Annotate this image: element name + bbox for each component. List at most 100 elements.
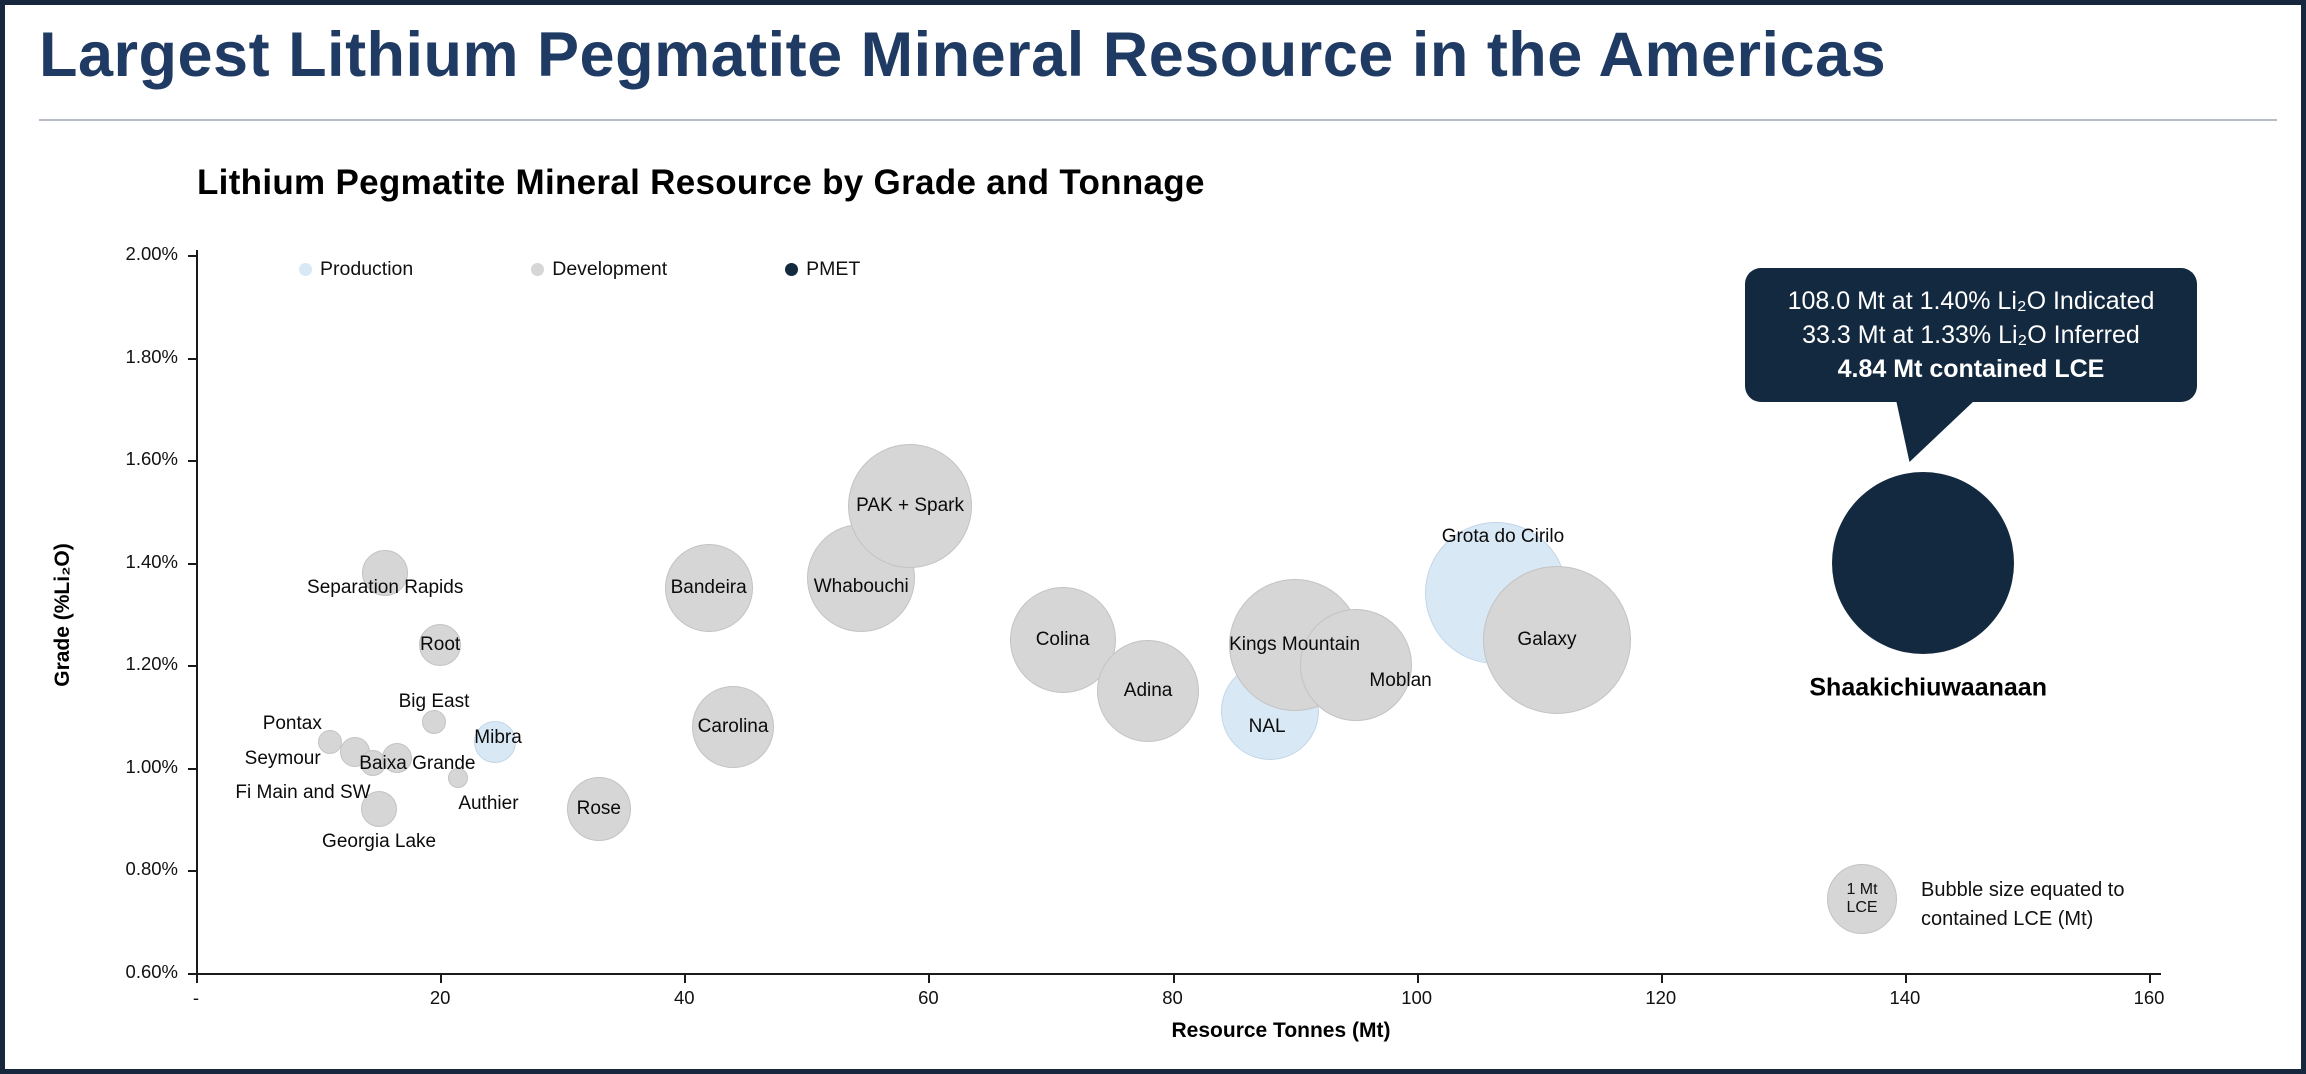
bubble-label-carolina: Carolina [697,715,769,737]
bubble-label-kings-mountain: Kings Mountain [1229,633,1361,655]
x-axis-line [196,973,2161,975]
y-tick [188,665,196,668]
legend-item-production: Production [299,258,413,281]
legend-label: PMET [806,258,861,280]
bubble-label-galaxy: Galaxy [1517,628,1577,650]
callout: 108.0 Mt at 1.40% Li₂O Indicated 33.3 Mt… [1745,268,2197,402]
y-axis-title: Grade (%Li₂O) [51,543,74,687]
size-legend-caption-line-1: Bubble size equated to [1921,879,2125,901]
size-legend-caption-line-2: contained LCE (Mt) [1921,908,2094,930]
callout-line-1: 108.0 Mt at 1.40% Li₂O Indicated [1787,287,2155,315]
x-tick-label: 120 [1645,987,1677,1008]
bubble-label-authier: Authier [458,793,519,815]
x-tick [1660,975,1663,983]
page-title: Largest Lithium Pegmatite Mineral Resour… [39,20,1887,90]
bubble-label-moblan: Moblan [1369,670,1432,692]
pmet-legend-dot-icon [785,263,799,276]
size-legend-bubble-line-1: 1 Mt [1846,881,1878,898]
x-tick-label: 40 [673,987,695,1008]
y-tick [188,973,196,975]
production-legend-dot-icon [299,263,312,276]
bubble-colina [1009,586,1116,693]
x-axis-title: Resource Tonnes (Mt) [1171,1019,1391,1042]
callout-line-3: 4.84 Mt contained LCE [1837,355,2105,383]
y-tick-label: 0.60% [125,961,178,982]
bubble-bandeira [664,544,753,633]
bubble-label-mibra: Mibra [474,727,522,749]
legend-label: Development [552,258,668,280]
y-tick [188,460,196,463]
chart-title: Lithium Pegmatite Mineral Resource by Gr… [197,163,1205,202]
x-tick-label: - [192,987,200,1008]
bubble-carolina [692,685,775,768]
y-tick [188,870,196,873]
y-tick-label: 2.00% [125,243,178,264]
y-tick [188,357,196,360]
y-tick [188,767,196,770]
development-legend-dot-icon [531,263,545,276]
y-tick-label: 1.00% [125,755,178,777]
bubble-label-root: Root [420,633,461,655]
x-tick-label: 100 [1401,987,1433,1008]
y-tick-label: 1.20% [125,653,178,675]
bubble-rose [566,776,631,841]
bubble-pak-spark [848,444,973,569]
x-tick [440,975,443,983]
size-legend-bubble-line-2: LCE [1846,899,1878,916]
y-tick-label: 1.80% [125,345,178,367]
bubble-label-whabouchi: Whabouchi [813,576,909,598]
size-legend-caption: Bubble size equated to contained LCE (Mt… [1921,876,2125,934]
x-tick-label: 160 [2133,987,2165,1008]
bubble-separation-rapids [362,549,409,596]
bubble-georgia-lake [361,790,398,827]
bubble-moblan [1299,609,1412,722]
x-tick [196,975,198,983]
bubble-adina [1097,639,1200,742]
legend-item-pmet: PMET [785,258,860,281]
legend-label: Production [320,258,414,280]
bubble-shaakichiuwaanaan [1832,471,2015,654]
legend-item-development: Development [531,258,667,281]
y-tick-label: 1.40% [125,550,178,572]
y-tick-label: 0.80% [125,858,178,880]
x-tick [684,975,687,983]
bubble-label-pontax: Pontax [262,713,322,735]
bubble-root [419,623,462,666]
bubble-galaxy [1482,565,1631,714]
bubble-authier [448,768,469,789]
y-tick [188,255,196,257]
bubble-label-seymour: Seymour [244,748,321,770]
chart-legend: Production Development PMET [299,258,860,281]
x-tick-label: 80 [1162,987,1183,1008]
bubble-fi-main-and-sw [359,749,386,776]
bubble-label-nal: NAL [1248,716,1286,738]
x-tick [1904,975,1907,983]
bubble-label-pak-spark: PAK + Spark [856,495,965,517]
callout-line-2: 33.3 Mt at 1.33% Li₂O Inferred [1802,321,2140,349]
bubble-label-bandeira: Bandeira [670,577,747,599]
bubble-label-colina: Colina [1035,628,1090,650]
y-tick [188,562,196,565]
x-tick [2149,975,2151,983]
y-axis-line [196,250,198,975]
x-tick-label: 20 [429,987,451,1008]
bubble-pontax [318,730,343,755]
bubble-label-georgia-lake: Georgia Lake [322,830,437,852]
bubble-label-baixa-grande: Baixa Grande [359,752,476,774]
bubble-label-rose: Rose [576,797,621,819]
x-tick [928,975,931,983]
bubble-label-adina: Adina [1123,679,1173,701]
bubble-label-fi-main-and-sw: Fi Main and SW [235,781,371,803]
x-tick [1416,975,1419,983]
x-tick-label: 60 [918,987,939,1008]
bubble-baixa-grande [382,742,413,773]
bubble-chart: - 20 40 60 80 100 120 140 160 0.60% 0.80% 1.00% 1.20… [5,5,2301,1069]
bubble-label-separation-rapids: Separation Rapids [307,576,464,598]
bubble-big-east [422,709,447,734]
title-divider [39,119,2277,121]
size-legend-bubble: 1 Mt LCE [1827,864,1897,934]
bubble-label-grota-do-cirilo: Grota do Cirilo [1441,526,1565,548]
bubble-label-big-east: Big East [398,690,470,712]
x-tick-label: 140 [1889,987,1921,1008]
